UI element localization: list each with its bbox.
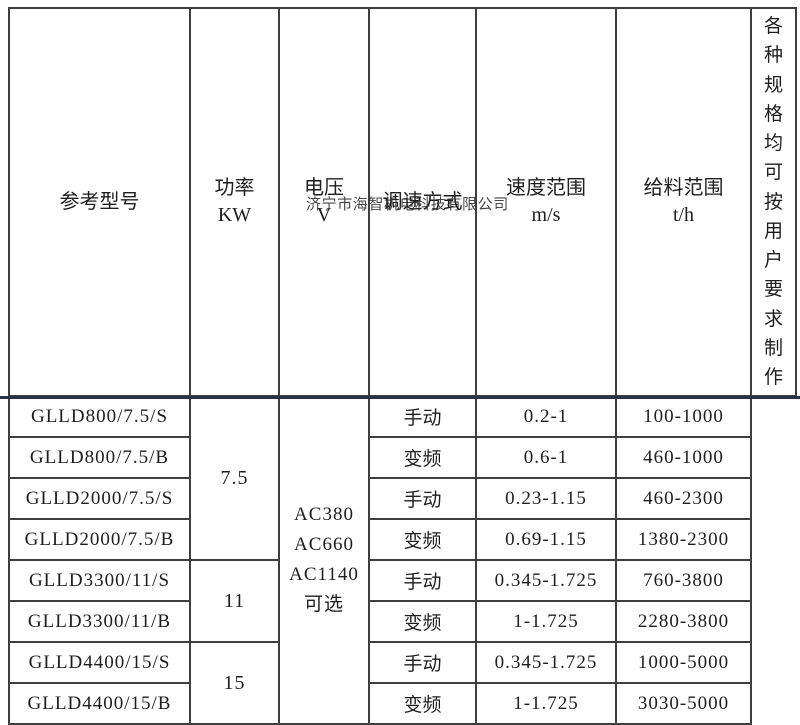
speed-range-cell: 0.23-1.15	[475, 477, 617, 520]
voltage-cell: AC380 AC660 AC1140 可选	[278, 395, 370, 725]
col-header-speed-mode-label: 调速方式	[382, 190, 463, 213]
table-row: GLLD4400/15/S 15 手动 0.345-1.725 1000-500…	[8, 641, 796, 725]
model-cell: GLLD3300/11/S	[8, 559, 191, 602]
header-row: 参考型号 功率 KW 电压 V 调速方式 速度范围 m/s	[8, 7, 797, 397]
side-note-char: 各	[763, 16, 783, 37]
col-header-power: 功率 KW	[189, 7, 280, 397]
feed-range-cell: 100-1000	[615, 395, 752, 438]
side-note-cell: 各种规格均可按用户要求制作	[750, 7, 797, 397]
side-note-char: 可	[763, 162, 783, 184]
model-cell: GLLD800/7.5/B	[8, 436, 191, 479]
feed-range-cell: 2280-3800	[615, 600, 752, 643]
model-cell: GLLD4400/15/B	[8, 682, 191, 725]
bottom-divider-line	[0, 396, 800, 399]
feed-range-cell: 460-1000	[615, 436, 752, 479]
model-cell: GLLD2000/7.5/S	[8, 477, 191, 520]
col-header-model: 参考型号	[8, 7, 191, 397]
voltage-option: AC380	[294, 504, 354, 525]
speed-mode-cell: 手动	[368, 559, 477, 602]
speed-range-cell: 0.345-1.725	[475, 641, 617, 684]
col-header-voltage-unit: V	[316, 204, 332, 226]
table-row: GLLD2000/7.5/S 手动 0.23-1.15 460-2300	[8, 477, 796, 520]
col-header-speed-range-label: 速度范围	[506, 177, 586, 199]
table-row: GLLD800/7.5/B 变频 0.6-1 460-1000	[8, 436, 796, 479]
table-row: GLLD3300/11/S 11 手动 0.345-1.725 760-3800	[8, 559, 796, 643]
side-note-char: 要	[763, 279, 783, 301]
table-row: GLLD3300/11/B 变频 1-1.725 2280-3800	[8, 600, 796, 643]
speed-mode-cell: 变频	[368, 682, 477, 725]
feed-range-cell: 1380-2300	[615, 518, 752, 561]
side-note-char: 均	[763, 133, 783, 154]
voltage-option: AC660	[294, 534, 354, 555]
model-cell: GLLD2000/7.5/B	[8, 518, 191, 561]
col-header-model-label: 参考型号	[59, 190, 140, 213]
feed-range-cell: 760-3800	[615, 559, 752, 602]
voltage-option: AC1140	[289, 564, 359, 585]
spec-table: 参考型号 功率 KW 电压 V 调速方式 速度范围 m/s	[8, 7, 797, 725]
power-cell: 7.5	[189, 395, 280, 561]
power-cell: 15	[189, 641, 280, 725]
model-cell: GLLD4400/15/S	[8, 641, 191, 684]
side-note-char: 制	[763, 337, 783, 359]
feed-range-cell: 460-2300	[615, 477, 752, 520]
table-row: GLLD2000/7.5/B 变频 0.69-1.15 1380-2300	[8, 518, 796, 561]
side-note-char: 用	[763, 220, 783, 242]
speed-range-cell: 0.345-1.725	[475, 559, 617, 602]
feed-range-cell: 1000-5000	[615, 641, 752, 684]
table-row: GLLD4400/15/B 变频 1-1.725 3030-5000	[8, 682, 796, 725]
table-row: GLLD800/7.5/S 7.5 AC380 AC660 AC1140 可选 …	[8, 395, 796, 725]
side-note-char: 种	[763, 45, 783, 67]
speed-range-cell: 1-1.725	[475, 600, 617, 643]
power-cell: 11	[189, 559, 280, 643]
side-note-char: 按	[763, 191, 783, 213]
speed-mode-cell: 手动	[368, 477, 477, 520]
speed-mode-cell: 手动	[368, 641, 477, 684]
speed-mode-cell: 手动	[368, 395, 477, 438]
col-header-feed-range-unit: t/h	[672, 204, 695, 226]
col-header-power-unit: KW	[217, 204, 252, 226]
side-note-char: 户	[763, 250, 783, 271]
col-header-voltage-label: 电压	[304, 177, 344, 199]
speed-range-cell: 0.69-1.15	[475, 518, 617, 561]
side-note-char: 规	[763, 74, 783, 96]
side-note-char: 作	[763, 367, 783, 388]
side-note-char: 求	[763, 308, 783, 330]
col-header-speed-mode: 调速方式	[368, 7, 477, 397]
col-header-feed-range-label: 给料范围	[643, 177, 724, 199]
side-note-vertical-text: 各种规格均可按用户要求制作	[752, 9, 795, 395]
speed-mode-cell: 变频	[368, 600, 477, 643]
col-header-feed-range: 给料范围 t/h	[615, 7, 752, 397]
model-cell: GLLD800/7.5/S	[8, 395, 191, 438]
col-header-power-label: 功率	[214, 177, 255, 199]
col-header-speed-range: 速度范围 m/s	[475, 7, 617, 397]
company-watermark: 济宁市海智机电科技有限公司	[306, 196, 509, 213]
speed-range-cell: 1-1.725	[475, 682, 617, 725]
speed-range-cell: 0.2-1	[475, 395, 617, 438]
speed-mode-cell: 变频	[368, 518, 477, 561]
side-note-char: 格	[763, 103, 783, 125]
col-header-speed-range-unit: m/s	[531, 204, 561, 226]
page-background: 参考型号 功率 KW 电压 V 调速方式 速度范围 m/s	[0, 7, 800, 725]
voltage-option: 可选	[303, 594, 344, 615]
col-header-voltage: 电压 V	[278, 7, 370, 397]
speed-range-cell: 0.6-1	[475, 436, 617, 479]
feed-range-cell: 3030-5000	[615, 682, 752, 725]
model-cell: GLLD3300/11/B	[8, 600, 191, 643]
speed-mode-cell: 变频	[368, 436, 477, 479]
